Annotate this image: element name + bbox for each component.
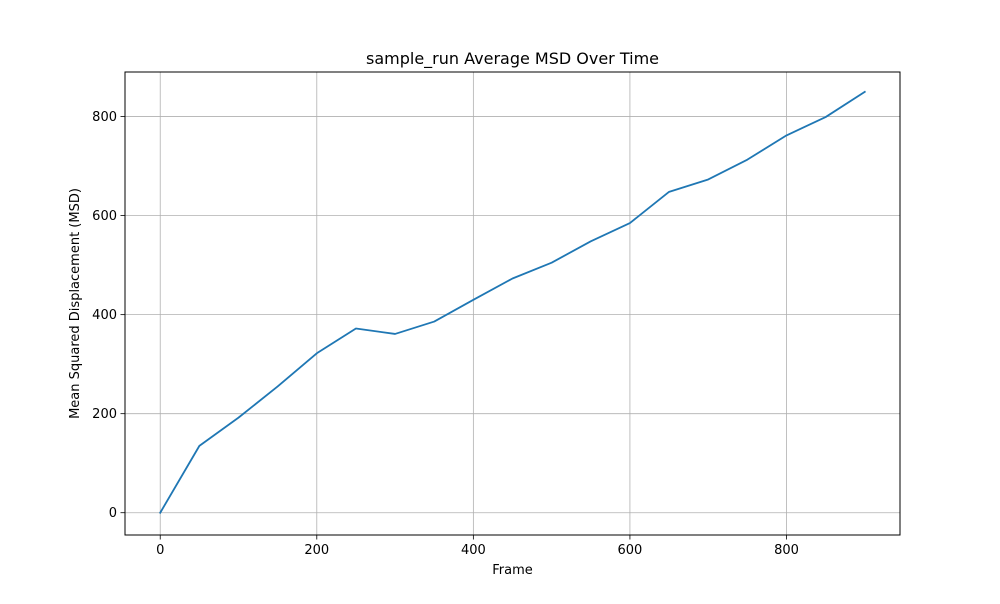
axis-ticks: 0 200 400 600 800 0 200 400 600 800: [92, 110, 799, 558]
x-tick-label: 600: [618, 543, 643, 558]
x-axis-label: Frame: [492, 563, 533, 578]
series-layer: [158, 90, 867, 514]
y-tick-label: 0: [109, 506, 117, 521]
grid-lines: [125, 72, 900, 535]
y-tick-label: 800: [92, 110, 117, 125]
x-tick-label: 400: [461, 543, 486, 558]
y-tick-label: 200: [92, 407, 117, 422]
chart-title: sample_run Average MSD Over Time: [366, 49, 659, 69]
y-tick-label: 600: [92, 209, 117, 224]
y-tick-label: 400: [92, 308, 117, 323]
plot-area-frame: [124, 71, 901, 536]
y-axis-label: Mean Squared Displacement (MSD): [68, 188, 83, 419]
msd-series-line: [158, 90, 867, 514]
x-tick-label: 200: [304, 543, 329, 558]
x-tick-label: 0: [156, 543, 164, 558]
x-tick-label: 800: [774, 543, 799, 558]
